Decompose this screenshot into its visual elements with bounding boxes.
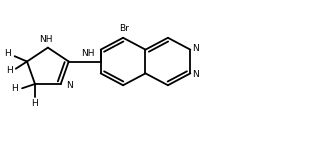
Text: N: N <box>192 44 199 53</box>
Text: H: H <box>6 66 13 75</box>
Text: NH: NH <box>81 49 94 58</box>
Text: NH: NH <box>39 35 53 44</box>
Text: N: N <box>66 81 73 90</box>
Text: H: H <box>4 49 11 58</box>
Text: N: N <box>192 70 199 79</box>
Text: H: H <box>31 99 39 108</box>
Text: H: H <box>11 84 18 93</box>
Text: Br: Br <box>119 24 129 33</box>
